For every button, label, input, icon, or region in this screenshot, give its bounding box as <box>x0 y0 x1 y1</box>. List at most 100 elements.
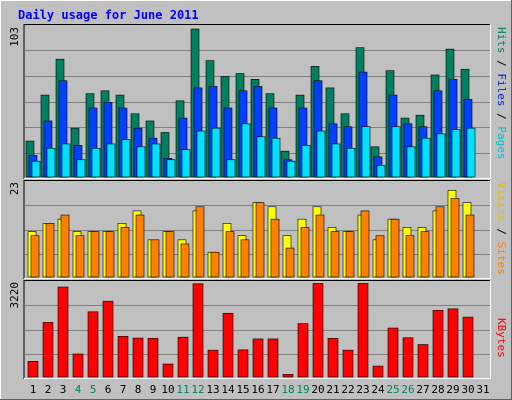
bar-pages <box>466 127 476 178</box>
bar-sites <box>390 218 400 278</box>
bar-kbytes <box>372 365 384 378</box>
bar-kbytes <box>57 286 69 378</box>
bar-kbytes <box>252 338 264 378</box>
bar-pages <box>91 147 101 178</box>
bar-kbytes <box>192 283 204 378</box>
bar-kbytes <box>342 349 354 378</box>
x-tick-label: 7 <box>120 383 127 396</box>
bar-kbytes <box>447 308 459 378</box>
bar-kbytes <box>147 338 159 378</box>
x-tick-label: 30 <box>461 383 474 396</box>
legend-sites-visits: Visits / Sites <box>495 182 508 275</box>
bar-sites <box>300 227 310 278</box>
x-axis-day-labels: 1 2 3 4 5 6 7 8 9 10 11 12 13 14 15 16 17 18 19 20 21 22 23 24 2… <box>30 383 490 396</box>
x-tick-label: 12 <box>191 383 204 396</box>
bars-hits-files-pages <box>25 28 476 178</box>
bar-kbytes <box>162 363 174 378</box>
bar-sites <box>270 218 280 278</box>
bar-sites <box>105 231 115 278</box>
bar-sites <box>450 198 460 278</box>
x-tick-label: 5 <box>90 383 97 396</box>
x-tick-label: 18 <box>281 383 294 396</box>
bar-kbytes <box>117 335 129 378</box>
x-tick-label: 19 <box>296 383 309 396</box>
bar-kbytes <box>42 322 54 378</box>
bar-kbytes <box>87 311 99 378</box>
bars-visits-sites <box>27 189 475 278</box>
bar-sites <box>315 214 325 278</box>
bar-sites <box>465 214 475 278</box>
bar-sites <box>225 231 235 278</box>
bar-pages <box>31 160 41 178</box>
x-tick-label: 22 <box>341 383 354 396</box>
x-tick-label: 29 <box>446 383 459 396</box>
bar-pages <box>211 127 221 178</box>
bar-kbytes <box>327 338 339 378</box>
bar-kbytes <box>102 300 114 378</box>
bar-sites <box>90 231 100 278</box>
bar-sites <box>375 235 385 278</box>
y-max-label-top: 103 <box>8 27 21 47</box>
x-tick-label: 20 <box>311 383 324 396</box>
x-tick-label: 14 <box>221 383 235 396</box>
bar-sites <box>405 235 415 278</box>
bar-sites <box>345 231 355 278</box>
x-tick-label: 28 <box>431 383 444 396</box>
chart-title: Daily usage for June 2011 <box>18 8 199 22</box>
bar-pages <box>391 126 401 178</box>
bar-kbytes <box>432 310 444 378</box>
x-tick-label: 26 <box>401 383 414 396</box>
bar-pages <box>46 147 56 178</box>
x-tick-label: 2 <box>45 383 52 396</box>
x-tick-label: 9 <box>150 383 157 396</box>
bar-pages <box>61 143 71 178</box>
x-tick-label: 10 <box>161 383 174 396</box>
bar-sites <box>75 235 85 278</box>
bar-pages <box>406 146 416 178</box>
bar-kbytes <box>27 361 39 378</box>
bar-pages <box>316 130 326 178</box>
bar-sites <box>30 235 40 278</box>
bar-pages <box>331 143 341 178</box>
bar-kbytes <box>177 336 189 378</box>
legend-pages-files-hits: Hits / Files / Pages <box>495 27 508 160</box>
x-tick-label: 1 <box>30 383 37 396</box>
bar-kbytes <box>357 283 369 378</box>
bar-sites <box>60 214 70 278</box>
x-tick-label: 16 <box>251 383 264 396</box>
bar-pages <box>301 145 311 178</box>
bar-sites <box>210 251 220 278</box>
bar-kbytes <box>312 283 324 378</box>
bar-pages <box>376 165 386 178</box>
bar-kbytes <box>402 337 414 378</box>
bar-sites <box>330 231 340 278</box>
bar-pages <box>106 143 116 178</box>
bar-pages <box>181 149 191 178</box>
x-tick-label: 11 <box>176 383 189 396</box>
bars-kbytes <box>27 283 474 378</box>
bar-kbytes <box>387 327 399 378</box>
x-tick-label: 27 <box>416 383 429 396</box>
bar-kbytes <box>222 312 234 378</box>
bar-sites <box>150 239 160 278</box>
bar-pages <box>151 143 161 178</box>
bar-pages <box>286 160 296 178</box>
bar-sites <box>120 227 130 278</box>
bar-kbytes <box>297 323 309 378</box>
x-tick-label: 6 <box>105 383 112 396</box>
x-tick-label: 3 <box>60 383 67 396</box>
bar-kbytes <box>417 344 429 378</box>
bar-pages <box>346 147 356 178</box>
x-tick-label: 17 <box>266 383 279 396</box>
legend-kbytes: KBytes <box>495 318 508 358</box>
bar-pages <box>226 159 236 178</box>
bar-sites <box>285 247 295 278</box>
bar-kbytes <box>237 349 249 378</box>
bar-pages <box>436 133 446 178</box>
bar-pages <box>196 130 206 178</box>
bar-pages <box>241 123 251 178</box>
bar-pages <box>166 159 176 178</box>
bar-sites <box>195 206 205 278</box>
bar-sites <box>180 243 190 278</box>
